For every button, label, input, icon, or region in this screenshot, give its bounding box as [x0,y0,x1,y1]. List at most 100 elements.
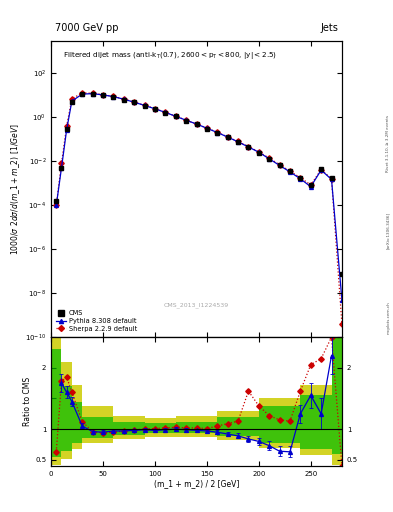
Sherpa 2.2.9 default [288,168,292,174]
Sherpa 2.2.9 default [142,102,147,109]
Pythia 8.308 default [101,92,105,98]
CMS [90,91,95,97]
Sherpa 2.2.9 default [64,123,69,129]
Pythia 8.308 default [64,126,69,133]
Sherpa 2.2.9 default [173,113,178,119]
Pythia 8.308 default [163,110,168,116]
Sherpa 2.2.9 default [267,155,272,161]
Sherpa 2.2.9 default [319,166,323,173]
CMS [277,162,282,168]
Line: Sherpa 2.2.9 default: Sherpa 2.2.9 default [54,91,344,326]
Sherpa 2.2.9 default [59,160,64,166]
Pythia 8.308 default [215,130,220,136]
CMS [309,182,313,188]
Sherpa 2.2.9 default [132,99,136,105]
CMS [70,99,74,105]
Pythia 8.308 default [225,134,230,140]
Sherpa 2.2.9 default [225,134,230,140]
CMS [54,198,59,204]
Pythia 8.308 default [121,96,126,102]
Text: Filtered dijet mass (anti-k$_\mathrm{T}$(0.7), 2600$<$p$_\mathrm{T}<$800, |y|$<$: Filtered dijet mass (anti-k$_\mathrm{T}$… [63,50,277,61]
Sherpa 2.2.9 default [329,176,334,182]
Y-axis label: $1000/\sigma\ 2d\sigma/d(m\_1 + m\_2)\ [1/GeV]$: $1000/\sigma\ 2d\sigma/d(m\_1 + m\_2)\ [… [10,123,22,255]
Pythia 8.308 default [194,121,199,127]
Pythia 8.308 default [340,297,344,303]
Pythia 8.308 default [54,202,59,208]
CMS [340,271,344,277]
Legend: CMS, Pythia 8.308 default, Sherpa 2.2.9 default: CMS, Pythia 8.308 default, Sherpa 2.2.9 … [54,308,140,334]
CMS [257,150,261,156]
CMS [319,166,323,172]
CMS [173,113,178,119]
Text: [arXiv:1306.3436]: [arXiv:1306.3436] [386,212,390,249]
Sherpa 2.2.9 default [204,125,209,131]
Pythia 8.308 default [277,162,282,168]
Sherpa 2.2.9 default [163,109,168,115]
CMS [204,125,209,132]
Text: 7000 GeV pp: 7000 GeV pp [55,23,119,33]
Sherpa 2.2.9 default [298,175,303,181]
Pythia 8.308 default [80,91,84,97]
Pythia 8.308 default [142,102,147,109]
CMS [101,92,105,98]
Pythia 8.308 default [70,98,74,104]
Line: CMS: CMS [54,92,344,276]
CMS [329,175,334,181]
Sherpa 2.2.9 default [340,321,344,327]
CMS [152,106,157,112]
CMS [267,156,272,162]
Text: Rivet 3.1.10, ≥ 3.2M events: Rivet 3.1.10, ≥ 3.2M events [386,115,390,172]
Sherpa 2.2.9 default [184,117,189,123]
CMS [225,134,230,140]
Pythia 8.308 default [319,167,323,173]
Pythia 8.308 default [59,165,64,171]
CMS [132,99,136,105]
CMS [298,175,303,181]
CMS [121,96,126,102]
Sherpa 2.2.9 default [101,92,105,98]
Pythia 8.308 default [298,176,303,182]
Sherpa 2.2.9 default [111,93,116,99]
Pythia 8.308 default [267,156,272,162]
Pythia 8.308 default [246,144,251,150]
Sherpa 2.2.9 default [246,143,251,150]
Sherpa 2.2.9 default [80,90,84,96]
Sherpa 2.2.9 default [152,105,157,112]
Pythia 8.308 default [132,99,136,105]
Sherpa 2.2.9 default [54,202,59,208]
CMS [288,168,292,175]
Pythia 8.308 default [152,106,157,112]
Pythia 8.308 default [173,113,178,119]
CMS [142,102,147,109]
CMS [184,117,189,123]
Text: CMS_2013_I1224539: CMS_2013_I1224539 [164,302,229,308]
Pythia 8.308 default [329,176,334,182]
Pythia 8.308 default [204,125,209,131]
X-axis label: (m_1 + m_2) / 2 [GeV]: (m_1 + m_2) / 2 [GeV] [154,480,239,488]
Sherpa 2.2.9 default [215,129,220,135]
Pythia 8.308 default [309,184,313,190]
Pythia 8.308 default [90,91,95,97]
Sherpa 2.2.9 default [90,90,95,96]
Sherpa 2.2.9 default [121,96,126,102]
CMS [215,130,220,136]
Sherpa 2.2.9 default [70,96,74,102]
Pythia 8.308 default [236,139,241,145]
Pythia 8.308 default [257,149,261,155]
CMS [194,121,199,127]
Sherpa 2.2.9 default [194,121,199,127]
Y-axis label: Ratio to CMS: Ratio to CMS [23,377,32,426]
Text: Jets: Jets [320,23,338,33]
CMS [163,110,168,116]
Line: Pythia 8.308 default: Pythia 8.308 default [54,92,344,302]
Pythia 8.308 default [288,169,292,175]
CMS [59,165,64,171]
Pythia 8.308 default [111,94,116,100]
Pythia 8.308 default [184,117,189,123]
Sherpa 2.2.9 default [257,149,261,155]
CMS [236,139,241,145]
Sherpa 2.2.9 default [277,162,282,168]
Text: mcplots.cern.ch: mcplots.cern.ch [386,301,390,334]
Sherpa 2.2.9 default [309,182,313,188]
CMS [246,144,251,150]
